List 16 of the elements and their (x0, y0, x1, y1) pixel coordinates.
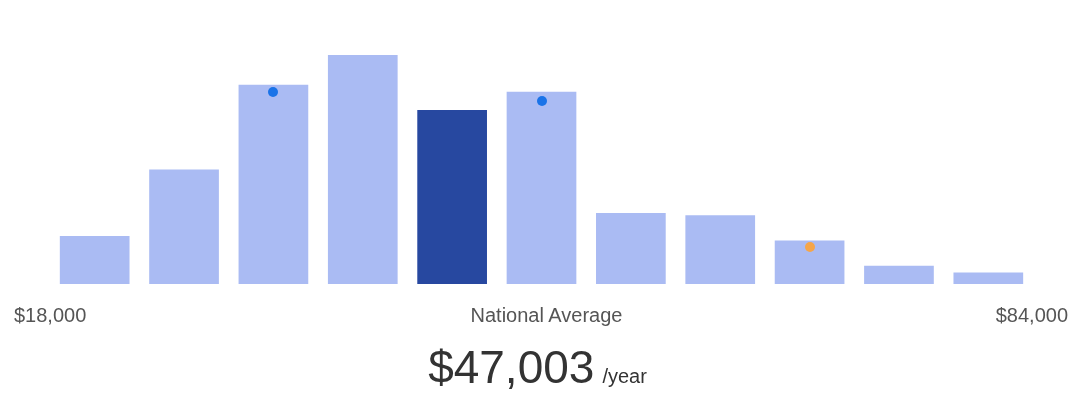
bar (685, 215, 756, 284)
bar (238, 84, 309, 284)
bar (417, 109, 487, 284)
text: $84,000 (995, 303, 1068, 326)
bar (596, 213, 666, 284)
bar (149, 169, 219, 284)
bar (327, 55, 398, 284)
bar (506, 91, 577, 284)
text: $47,003 (428, 341, 595, 393)
text: $18,000 (14, 303, 87, 326)
bar (59, 235, 130, 284)
bar (864, 265, 934, 284)
bar (774, 240, 845, 284)
text: National Average (470, 303, 623, 326)
text: /year (602, 365, 647, 387)
bar (953, 272, 1024, 284)
